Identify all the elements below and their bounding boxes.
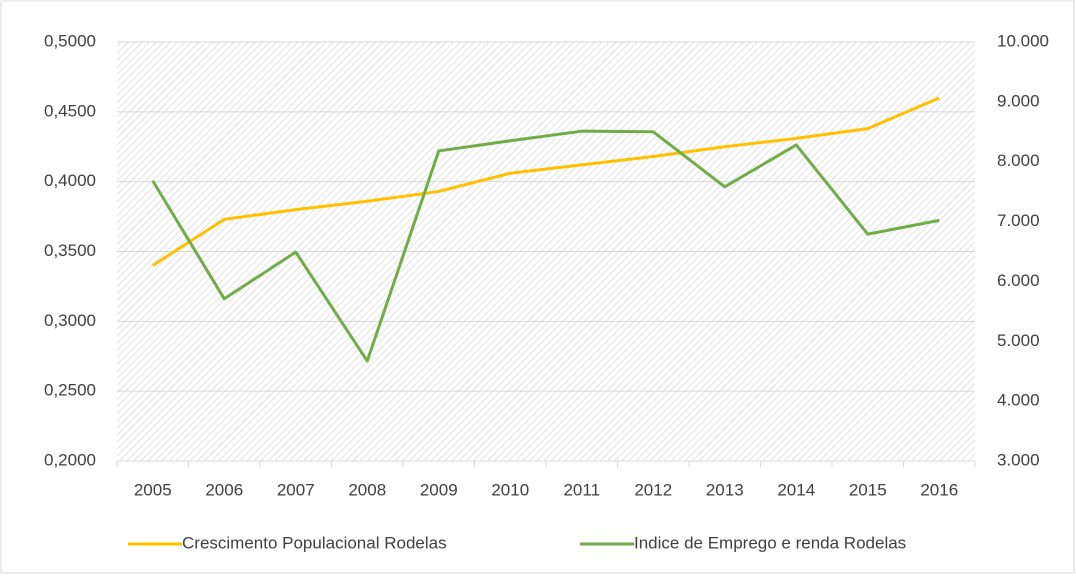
y-tick-label: 0,5000 — [44, 31, 96, 50]
y-tick-label: 0,4500 — [44, 101, 96, 120]
x-tick-label: 2005 — [134, 480, 172, 499]
x-tick-label: 2006 — [205, 480, 243, 499]
y-tick-label: 0,2000 — [44, 450, 96, 469]
series-line — [151, 129, 940, 363]
y2-tick-label: 8.000 — [997, 151, 1040, 170]
x-tick-label: 2013 — [706, 480, 744, 499]
legend-label: Crescimento Populacional Rodelas — [182, 533, 447, 552]
y2-tick-label: 9.000 — [997, 91, 1040, 110]
x-tick-label: 2015 — [849, 480, 887, 499]
x-tick-label: 2014 — [777, 480, 815, 499]
y-tick-label: 0,4000 — [44, 171, 96, 190]
y-tick-label: 0,3000 — [44, 311, 96, 330]
series-line — [151, 96, 940, 267]
x-tick-label: 2010 — [491, 480, 529, 499]
y2-tick-label: 5.000 — [997, 331, 1040, 350]
x-tick-label: 2011 — [563, 480, 600, 499]
y2-tick-label: 6.000 — [997, 271, 1040, 290]
x-tick-label: 2016 — [920, 480, 958, 499]
x-tick-label: 2007 — [277, 480, 315, 499]
legend-label: Indice de Emprego e renda Rodelas — [634, 533, 906, 552]
y2-tick-label: 3.000 — [997, 450, 1040, 469]
y-tick-label: 0,2500 — [44, 381, 96, 400]
y2-tick-label: 10.000 — [997, 31, 1049, 50]
x-tick-label: 2012 — [634, 480, 672, 499]
y2-tick-label: 7.000 — [997, 211, 1040, 230]
y2-tick-label: 4.000 — [997, 391, 1040, 410]
x-tick-label: 2009 — [420, 480, 458, 499]
x-tick-label: 2008 — [348, 480, 386, 499]
y-tick-label: 0,3500 — [44, 241, 96, 260]
